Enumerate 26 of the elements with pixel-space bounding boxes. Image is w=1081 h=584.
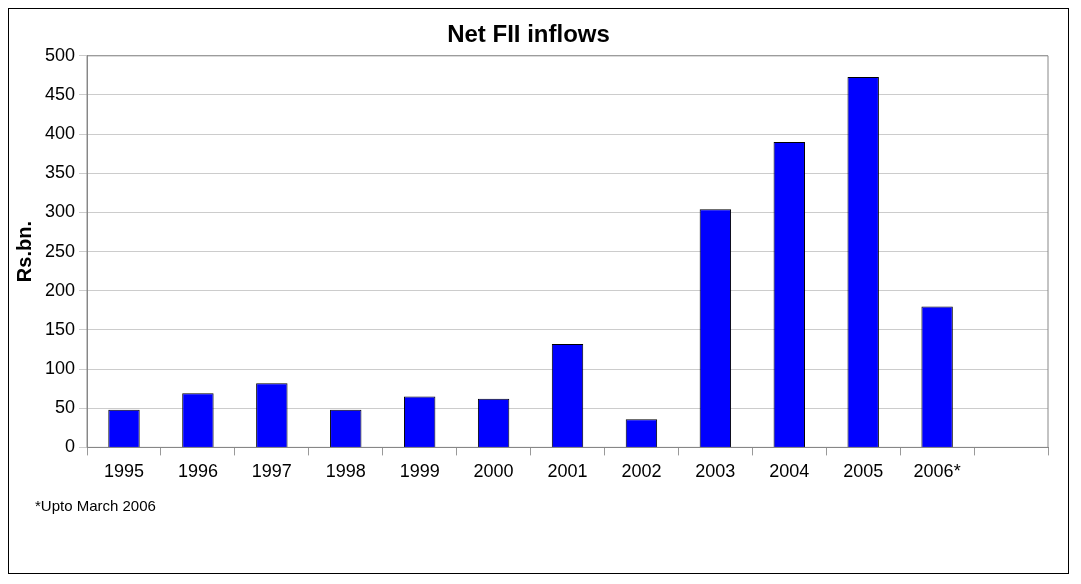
- y-tick-label: 150: [44, 318, 76, 339]
- x-tick-label: 1998: [325, 461, 366, 482]
- y-tick-label: 300: [44, 201, 76, 222]
- y-tick-label: 450: [44, 83, 76, 104]
- y-tick-label: 50: [55, 397, 76, 418]
- chart-title: Net FII inflows: [447, 20, 610, 48]
- y-tick-label: 500: [44, 44, 76, 65]
- x-tick-label: 2005: [843, 461, 884, 482]
- y-tick-label: 100: [44, 358, 76, 379]
- y-tick-label: 250: [44, 240, 76, 261]
- x-tick-label: 2003: [695, 461, 736, 482]
- x-tick-label: 2002: [621, 461, 662, 482]
- x-tick-label: 2000: [473, 461, 514, 482]
- y-tick-label: 400: [44, 123, 76, 144]
- x-tick-label: 2001: [547, 461, 588, 482]
- x-tick-label: 1999: [399, 461, 440, 482]
- x-tick-label: 1995: [103, 461, 145, 482]
- y-tick-label: 0: [65, 436, 76, 457]
- y-tick-label: 350: [44, 162, 76, 183]
- y-tick-label: 200: [44, 279, 76, 300]
- x-tick-label: 2004: [769, 461, 810, 482]
- x-tick-label: 1996: [177, 461, 218, 482]
- x-tick-label: 1997: [251, 461, 292, 482]
- x-tick-label: 2006*: [913, 461, 961, 482]
- text: *Upto March 2006: [35, 497, 157, 514]
- y-axis-title: Rs.bn.: [12, 221, 35, 283]
